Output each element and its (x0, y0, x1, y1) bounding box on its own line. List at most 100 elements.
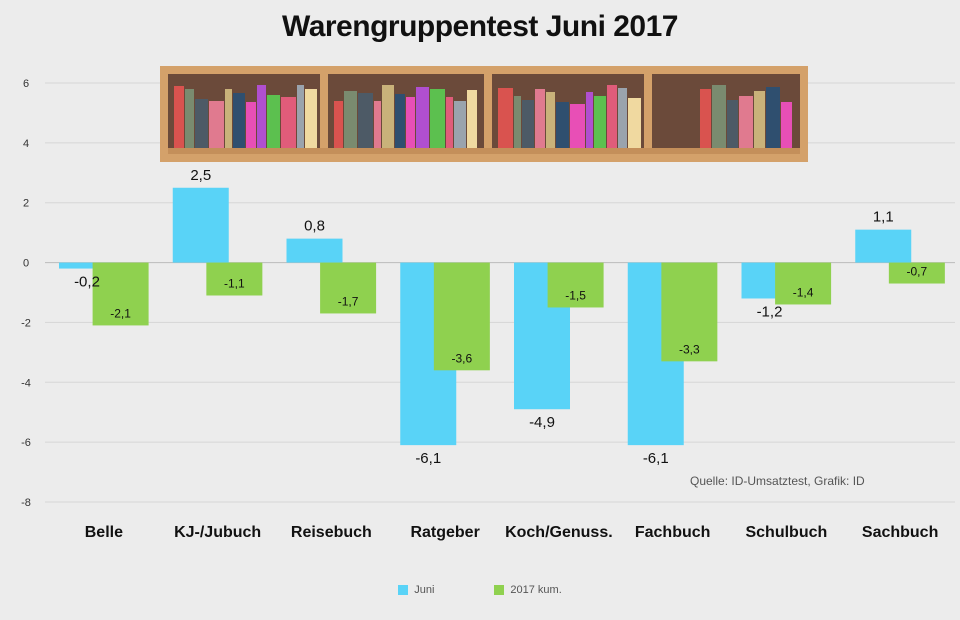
legend-swatch-series-1 (398, 585, 409, 595)
y-axis: 6 4 2 0 -2 -4 -6 -8 (21, 78, 31, 509)
category-label: Belle (85, 524, 123, 541)
category-label: Ratgeber (410, 524, 479, 541)
book (781, 102, 792, 148)
book (257, 85, 266, 148)
bar-series-2 (661, 262, 718, 362)
y-tick-label: -2 (21, 317, 31, 329)
book (570, 104, 585, 148)
legend-swatch-series-2 (494, 585, 505, 595)
source-note: Quelle: ID-Umsatztest, Grafik: ID (690, 474, 865, 488)
book (281, 97, 296, 148)
book (739, 96, 753, 148)
book (727, 100, 738, 148)
y-tick-label: 0 (23, 258, 29, 270)
book (195, 99, 208, 148)
book (454, 101, 466, 148)
y-tick-label: 2 (23, 198, 29, 210)
book (246, 102, 256, 148)
legend: Juni 2017 kum. (0, 584, 960, 596)
data-label-series-2: -1,5 (565, 288, 586, 302)
category-label: Reisebuch (291, 524, 372, 541)
legend-label-series-2: 2017 kum. (510, 584, 562, 596)
bar-series-2 (320, 262, 377, 314)
data-label-series-2: -2,1 (110, 306, 131, 320)
legend-item-series-2: 2017 kum. (494, 584, 562, 596)
data-label-series-1: 2,5 (190, 167, 211, 184)
book (594, 96, 606, 148)
book (382, 85, 394, 148)
book (416, 87, 429, 148)
book (712, 85, 726, 148)
book (700, 89, 711, 148)
book (467, 90, 477, 148)
data-label-series-2: -1,4 (793, 285, 814, 299)
y-tick-label: -6 (21, 437, 31, 449)
category-label: Sachbuch (862, 524, 938, 541)
book (618, 88, 627, 148)
data-label-series-1: -0,2 (74, 274, 100, 291)
bar-series-2 (775, 262, 832, 305)
bookshelf-illustration (160, 66, 808, 162)
data-label-series-2: -3,6 (452, 351, 473, 365)
book (586, 92, 593, 148)
bars (59, 187, 945, 446)
book (446, 97, 453, 148)
category-label: KJ-/Jubuch (174, 524, 261, 541)
bar-series-2 (888, 262, 945, 284)
data-label-series-2: -3,3 (679, 342, 700, 356)
book (358, 93, 373, 148)
data-label-series-1: 1,1 (873, 209, 894, 226)
book (607, 85, 617, 148)
book (185, 89, 194, 148)
category-labels: Belle KJ-/Jubuch Reisebuch Ratgeber Koch/Gen… (85, 524, 939, 541)
category-label: Schulbuch (745, 524, 827, 541)
data-labels: -0,2 -2,1 2,5 -1,1 0,8 -1,7 -6,1 -3,6 -4,9 -1,5 -6… (74, 167, 927, 467)
y-tick-label: -4 (21, 377, 31, 389)
book (628, 98, 641, 148)
book (233, 93, 245, 148)
books (174, 85, 792, 148)
book (267, 95, 280, 148)
data-label-series-1: 0,8 (304, 218, 325, 235)
data-label-series-1: -4,9 (529, 414, 555, 431)
data-label-series-1: -1,2 (757, 303, 783, 320)
book (374, 101, 381, 148)
book (522, 100, 534, 148)
book (225, 89, 232, 148)
bar-series-2 (547, 262, 604, 308)
book (395, 94, 405, 148)
book (297, 85, 304, 148)
book (535, 89, 545, 148)
book (344, 91, 357, 148)
book (305, 89, 317, 148)
book (209, 101, 224, 148)
y-tick-label: 4 (23, 138, 29, 150)
book (754, 91, 765, 148)
data-label-series-2: -1,1 (224, 276, 245, 290)
book (406, 97, 415, 148)
chart-title: Warengruppentest Juni 2017 (282, 10, 678, 43)
book (556, 102, 569, 148)
bar-series-1 (59, 262, 115, 269)
data-label-series-2: -1,7 (338, 294, 359, 308)
bar-series-2 (92, 262, 149, 326)
y-tick-label: -8 (21, 497, 31, 509)
book (766, 87, 780, 148)
data-label-series-1: -6,1 (643, 450, 669, 467)
book (334, 101, 343, 148)
bar-series-2 (206, 262, 263, 296)
bar-series-1 (286, 238, 343, 263)
book (174, 86, 184, 148)
book (514, 96, 521, 148)
bar-series-2 (433, 262, 490, 371)
book (498, 88, 513, 148)
legend-label-series-1: Juni (414, 584, 435, 596)
legend-item-series-1: Juni (398, 584, 434, 596)
bar-series-1 (172, 187, 229, 263)
data-label-series-1: -6,1 (415, 450, 441, 467)
bar-series-1 (855, 229, 912, 263)
book (546, 92, 555, 148)
category-label: Koch/Genuss. (505, 524, 613, 541)
book (430, 89, 445, 148)
